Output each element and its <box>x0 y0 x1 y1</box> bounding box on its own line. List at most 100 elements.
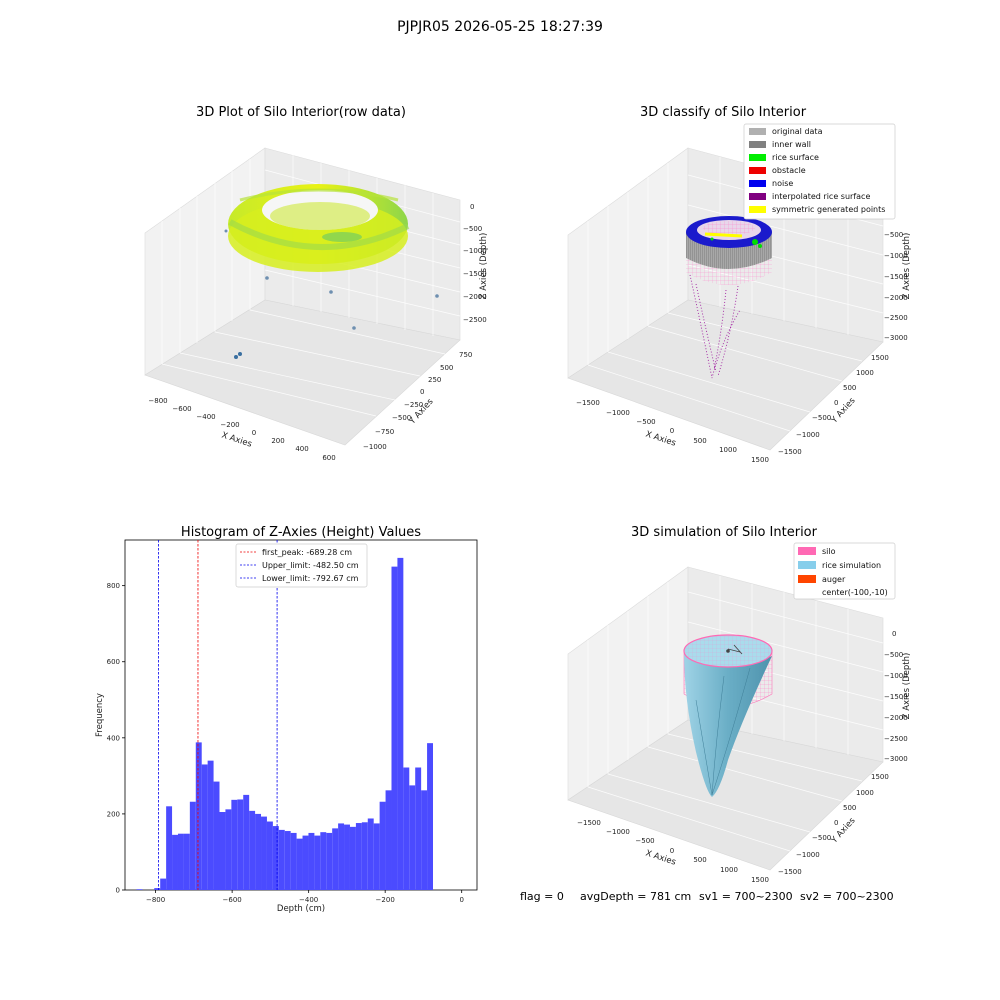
svg-text:0: 0 <box>670 847 674 855</box>
x-tick-label: 0 <box>459 896 463 904</box>
svg-text:1000: 1000 <box>856 369 874 377</box>
svg-text:400: 400 <box>295 445 308 453</box>
svg-text:500: 500 <box>440 364 453 372</box>
svg-text:original data: original data <box>772 127 823 136</box>
histogram-bar <box>219 812 226 890</box>
x-tick-label: −200 <box>376 896 395 904</box>
svg-text:500: 500 <box>693 437 706 445</box>
raw-y-ticks: 750 500 250 0 −250 −500 −750 −1000 <box>363 351 472 451</box>
histogram-bar <box>183 833 190 890</box>
svg-text:−2000: −2000 <box>463 293 487 301</box>
y-tick-label: 800 <box>107 582 120 590</box>
raw-outlier-points <box>224 229 439 359</box>
svg-text:−750: −750 <box>375 428 394 436</box>
panel-simulation-title: 3D simulation of Silo Interior <box>631 525 818 540</box>
svg-text:−500: −500 <box>812 414 831 422</box>
svg-text:−1000: −1000 <box>796 431 820 439</box>
svg-text:−1500: −1500 <box>778 868 802 876</box>
svg-text:1500: 1500 <box>751 456 769 464</box>
histogram-bar <box>213 781 220 890</box>
histogram-bar <box>231 799 238 890</box>
histogram-bars <box>136 557 433 890</box>
histogram-bar <box>249 810 256 890</box>
histogram-legend: first_peak: -689.28 cm Upper_limit: -482… <box>235 543 368 588</box>
histogram-bar <box>415 767 422 890</box>
y-tick-label: 200 <box>107 810 120 818</box>
classify-y-ticks: 1500 1000 500 0 −500 −1000 −1500 <box>778 354 889 456</box>
legend-entry: inner wall <box>749 140 811 149</box>
histogram-bar <box>379 801 386 890</box>
y-tick-label: 0 <box>116 887 120 895</box>
x-tick-label: −800 <box>146 896 165 904</box>
legend-box <box>235 543 368 588</box>
legend-entry: center(-100,-10) <box>822 588 888 597</box>
svg-text:1000: 1000 <box>719 446 737 454</box>
svg-text:obstacle: obstacle <box>772 166 806 175</box>
svg-text:−500: −500 <box>884 651 903 659</box>
svg-text:−250: −250 <box>404 401 423 409</box>
svg-text:−500: −500 <box>635 837 654 845</box>
svg-text:−2000: −2000 <box>884 714 908 722</box>
svg-text:−1000: −1000 <box>606 828 630 836</box>
svg-text:500: 500 <box>843 804 856 812</box>
histogram-bar <box>409 785 416 890</box>
panel-histogram: Histogram of Z-Axies (Height) Values −80… <box>95 525 478 914</box>
histogram-bar <box>172 834 178 890</box>
svg-text:rice surface: rice surface <box>772 153 819 162</box>
histogram-bar <box>403 767 410 890</box>
histogram-y-label: Frequency <box>95 693 105 737</box>
histogram-bar <box>266 821 273 890</box>
histogram-bar <box>290 832 297 890</box>
simulation-legend: silo rice simulation auger center(-100,-… <box>793 542 896 600</box>
svg-text:−2500: −2500 <box>884 735 908 743</box>
svg-text:noise: noise <box>772 179 793 188</box>
svg-text:interpolated rice surface: interpolated rice surface <box>772 192 870 201</box>
svg-text:silo: silo <box>822 547 836 556</box>
raw-ring-points <box>228 184 410 272</box>
histogram-bar <box>166 806 173 890</box>
histogram-bar <box>373 823 380 890</box>
svg-text:−1000: −1000 <box>884 672 908 680</box>
histogram-bar <box>427 743 433 890</box>
y-tick-label: 600 <box>107 658 120 666</box>
svg-text:1500: 1500 <box>751 876 769 884</box>
status-flag: flag = 0 <box>520 890 564 903</box>
svg-text:−1500: −1500 <box>884 273 908 281</box>
classify-z-label: Z Axies (Depth) <box>902 233 912 300</box>
legend-box <box>793 542 896 600</box>
status-line: flag = 0 avgDepth = 781 cm sv1 = 700~230… <box>520 890 894 903</box>
classify-silo-points <box>686 216 772 379</box>
svg-text:−600: −600 <box>172 405 191 413</box>
legend-entry: interpolated rice surface <box>749 192 870 201</box>
panel-raw-title: 3D Plot of Silo Interior(row data) <box>196 105 406 120</box>
classify-legend: original data inner wall rice surface ob… <box>743 123 896 220</box>
legend-entry: auger <box>798 575 846 584</box>
histogram-bar <box>391 566 398 890</box>
svg-text:0: 0 <box>252 429 256 437</box>
svg-text:500: 500 <box>843 384 856 392</box>
raw-z-label: Z Axies (Depth) <box>479 233 489 300</box>
histogram-bar <box>302 835 309 890</box>
svg-text:−1500: −1500 <box>463 270 487 278</box>
svg-text:1000: 1000 <box>856 789 874 797</box>
svg-text:−800: −800 <box>148 397 167 405</box>
legend-entry: silo <box>798 547 836 556</box>
raw-x-label: X Axies <box>220 430 253 449</box>
pane-floor <box>144 299 461 446</box>
histogram-bar <box>397 557 404 890</box>
svg-text:0: 0 <box>834 819 838 827</box>
histogram-bar <box>136 889 143 890</box>
legend-entry: rice surface <box>749 153 819 162</box>
svg-text:Lower_limit: -792.67 cm: Lower_limit: -792.67 cm <box>262 574 359 583</box>
status-avg-depth: avgDepth = 781 cm <box>580 890 691 903</box>
x-tick-label: −600 <box>223 896 242 904</box>
svg-text:0: 0 <box>892 630 896 638</box>
histogram-y-ticks: 0 200 400 600 800 <box>107 582 125 895</box>
panel-simulation-3d: 3D simulation of Silo Interior <box>567 525 912 884</box>
histogram-bar <box>349 826 356 890</box>
svg-text:250: 250 <box>428 376 441 384</box>
svg-text:−200: −200 <box>220 421 239 429</box>
svg-text:500: 500 <box>693 856 706 864</box>
svg-text:rice simulation: rice simulation <box>822 561 881 570</box>
